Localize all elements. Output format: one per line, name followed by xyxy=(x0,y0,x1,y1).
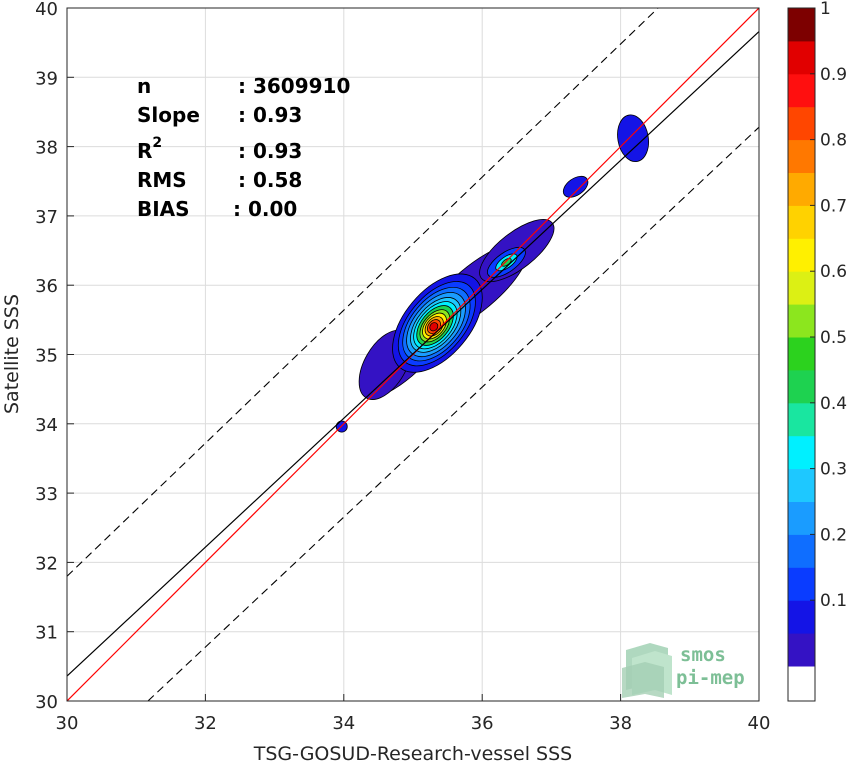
colorbar-tick-label: 0.5 xyxy=(820,328,847,348)
colorbar: 0.1 0.2 0.3 0.4 0.5 0.6 0.7 0.8 0.9 1 xyxy=(787,0,847,702)
contour-core-level xyxy=(429,322,439,332)
colorbar-band xyxy=(788,600,815,634)
colorbar-band xyxy=(788,271,815,305)
upper-bound-line xyxy=(67,8,659,577)
logo-text-smos: smos xyxy=(680,644,726,666)
colorbar-band xyxy=(788,205,815,239)
fit-line xyxy=(67,31,759,677)
y-axis-label: Satellite SSS xyxy=(1,294,23,414)
colorbar-tick-label: 0.3 xyxy=(820,460,847,480)
x-axis-label: TSG-GOSUD-Research-vessel SSS xyxy=(253,743,573,763)
colorbar-tick-label: 0.9 xyxy=(820,65,847,85)
colorbar-band xyxy=(788,337,815,371)
y-tick-label: 30 xyxy=(35,692,58,713)
colorbar-tick-label: 0.4 xyxy=(820,394,847,414)
stat-r2-value: : 0.93 xyxy=(238,139,302,163)
colorbar-band xyxy=(788,172,815,206)
colorbar-band xyxy=(788,435,815,470)
colorbar-tick-label: 0.1 xyxy=(820,591,847,611)
stat-r2-sup: 2 xyxy=(152,135,162,151)
stat-r2-label: R2 xyxy=(137,135,162,163)
colorbar-band xyxy=(788,106,815,141)
contour-blob xyxy=(562,175,589,198)
y-tick-label: 36 xyxy=(35,276,58,297)
stats-panel: n : 3609910 Slope : 0.93 R2 : 0.93 RMS :… xyxy=(137,74,350,221)
colorbar-band xyxy=(788,534,815,568)
colorbar-frame xyxy=(787,7,816,702)
colorbar-band xyxy=(788,40,815,75)
y-tick-label: 32 xyxy=(35,553,58,574)
colorbar-tick-label: 0.8 xyxy=(820,131,847,151)
stat-r2-base: R xyxy=(137,139,152,163)
colorbar-band xyxy=(788,402,815,437)
y-axis-ticks: 30 31 32 33 34 35 36 37 38 39 40 xyxy=(35,0,74,713)
grid-lines xyxy=(66,7,760,702)
y-tick-label: 40 xyxy=(35,0,58,20)
y-tick-label: 37 xyxy=(35,207,58,228)
colorbar-tick-label: 1 xyxy=(820,0,831,19)
x-tick-label: 34 xyxy=(332,713,355,734)
stat-rms-label: RMS xyxy=(137,168,187,192)
colorbar-tick-label: 0.2 xyxy=(820,525,847,545)
colorbar-band xyxy=(788,567,815,601)
logo-text-pimep: pi-mep xyxy=(676,667,745,689)
stat-n-value: : 3609910 xyxy=(238,74,350,98)
colorbar-band xyxy=(788,139,815,173)
x-tick-label: 32 xyxy=(194,713,217,734)
stat-slope-label: Slope xyxy=(137,103,200,127)
colorbar-band xyxy=(788,8,815,42)
colorbar-tick-label: 0.7 xyxy=(820,196,847,216)
x-tick-label: 40 xyxy=(748,713,771,734)
stat-bias-value: : 0.00 xyxy=(233,197,297,221)
y-tick-label: 39 xyxy=(35,68,58,89)
colorbar-band xyxy=(788,501,815,535)
colorbar-band-zero xyxy=(788,666,815,701)
lower-bound-line xyxy=(147,126,759,701)
y-tick-label: 31 xyxy=(35,623,58,644)
x-axis-ticks: 30 32 34 36 38 40 xyxy=(56,694,771,734)
stat-n-label: n xyxy=(137,74,151,98)
stat-slope-value: : 0.93 xyxy=(238,103,302,127)
x-tick-label: 36 xyxy=(471,713,494,734)
x-tick-label: 30 xyxy=(56,713,79,734)
colorbar-band xyxy=(788,238,815,272)
x-tick-label: 38 xyxy=(609,713,632,734)
colorbar-band xyxy=(788,633,815,667)
reference-lines xyxy=(67,8,759,701)
colorbar-band xyxy=(788,468,815,502)
y-tick-label: 35 xyxy=(35,346,58,367)
y-tick-label: 34 xyxy=(35,415,58,436)
stat-bias-label: BIAS xyxy=(137,197,190,221)
y-tick-label: 33 xyxy=(35,484,58,505)
smos-pimep-logo: smos pi-mep xyxy=(622,643,745,698)
colorbar-band xyxy=(788,73,815,108)
colorbar-band xyxy=(788,304,815,338)
colorbar-tick-label: 0.6 xyxy=(820,262,847,282)
logo-wave-icon xyxy=(622,643,672,698)
colorbar-band xyxy=(788,369,815,404)
stat-rms-value: : 0.58 xyxy=(238,168,302,192)
y-tick-label: 38 xyxy=(35,138,58,159)
